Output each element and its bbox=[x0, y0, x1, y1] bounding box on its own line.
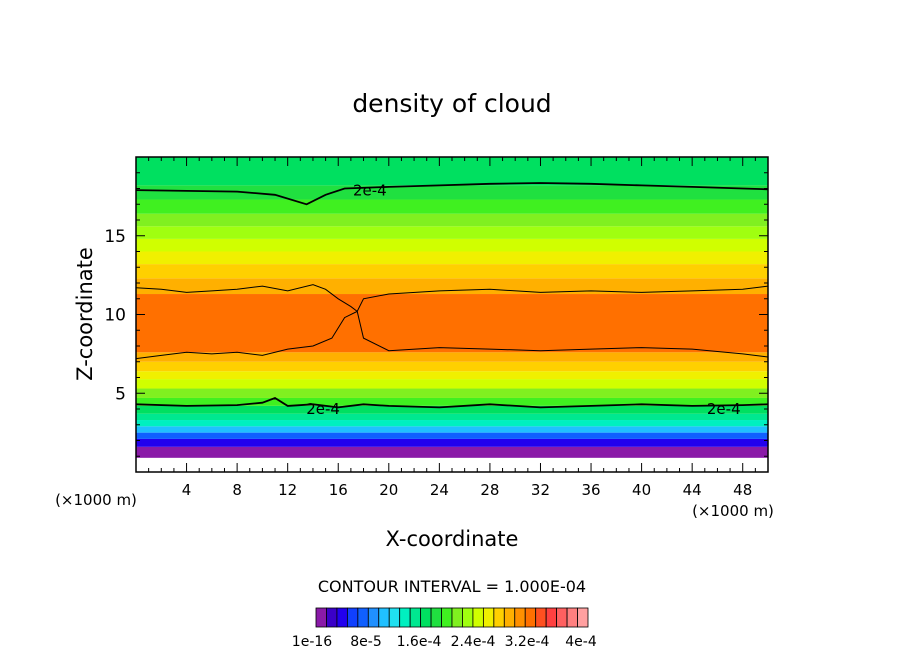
contour-lines bbox=[135, 182, 769, 409]
colorbar-swatch-23 bbox=[556, 607, 568, 628]
colorbar-labels: 1e-16 8e-5 1.6e-4 2.4e-4 3.2e-4 4e-4 bbox=[292, 634, 597, 650]
heatmap-band-13 bbox=[136, 352, 768, 362]
contour-line-2 bbox=[135, 284, 769, 313]
colorbar-swatch-17 bbox=[493, 607, 505, 628]
colorbar-swatch-11 bbox=[430, 607, 442, 628]
x-tick-label-6: 28 bbox=[480, 481, 499, 499]
colorbar-swatch-19 bbox=[514, 607, 526, 628]
colorbar-swatch-9 bbox=[409, 607, 422, 628]
x-tick-label-5: 24 bbox=[430, 481, 449, 499]
x-tick-label-10: 44 bbox=[683, 481, 702, 499]
x-unit-label-left: (×1000 m) bbox=[55, 491, 137, 509]
x-tick-label-7: 32 bbox=[531, 481, 550, 499]
x-axis-label: X-coordinate bbox=[386, 527, 519, 551]
contour-interval-label: CONTOUR INTERVAL = 1.000E-04 bbox=[318, 577, 586, 596]
heatmap-band-15 bbox=[136, 278, 768, 295]
heatmap-band-9 bbox=[136, 388, 768, 398]
contour-line-3 bbox=[135, 310, 769, 360]
colorbar-swatch-10 bbox=[420, 607, 432, 628]
colorbar-swatch-0 bbox=[315, 607, 327, 628]
heatmap-band-4 bbox=[136, 426, 768, 433]
colorbar-label-1: 8e-5 bbox=[350, 634, 381, 650]
colorbar-label-2: 1.6e-4 bbox=[397, 634, 442, 650]
heatmap-band-2 bbox=[136, 438, 768, 447]
x-axis-ticks: 4 8 12 16 20 24 28 32 36 40 44 48 bbox=[148, 157, 756, 499]
heatmap-band-0 bbox=[136, 457, 768, 472]
contour-label-2: 2e-4 bbox=[707, 400, 741, 418]
x-tick-label-4: 20 bbox=[379, 481, 398, 499]
heatmap-band-17 bbox=[136, 251, 768, 265]
y-tick-label-2: 15 bbox=[104, 227, 126, 247]
heatmap-band-3 bbox=[136, 432, 768, 439]
colorbar-swatch-4 bbox=[357, 607, 369, 628]
heatmap-band-12 bbox=[136, 361, 768, 372]
heatmap-band-21 bbox=[136, 199, 768, 214]
y-tick-label-1: 10 bbox=[104, 306, 126, 326]
colorbar-swatch-3 bbox=[346, 607, 359, 628]
x-tick-label-8: 36 bbox=[581, 481, 600, 499]
heatmap-band-14 bbox=[136, 294, 768, 353]
heatmap-band-18 bbox=[136, 238, 768, 252]
colorbar-swatch-12 bbox=[441, 607, 453, 628]
colorbar-swatch-8 bbox=[399, 607, 411, 628]
heatmap-band-16 bbox=[136, 264, 768, 279]
heatmap-band-6 bbox=[136, 413, 768, 421]
plot-area bbox=[136, 157, 768, 472]
heatmap-band-23 bbox=[136, 157, 768, 186]
chart-title: density of cloud bbox=[352, 89, 551, 118]
colorbar-swatch-25 bbox=[577, 607, 589, 628]
colorbar-swatch-1 bbox=[326, 607, 338, 628]
x-tick-label-1: 8 bbox=[232, 481, 242, 499]
heatmap-band-19 bbox=[136, 226, 768, 239]
heatmap-band-10 bbox=[136, 379, 768, 389]
x-tick-label-0: 4 bbox=[182, 481, 192, 499]
colorbar-swatch-24 bbox=[566, 607, 578, 628]
colorbar-swatch-14 bbox=[462, 607, 474, 628]
colorbar bbox=[315, 607, 589, 628]
heatmap-band-1 bbox=[136, 446, 768, 458]
colorbar-label-4: 3.2e-4 bbox=[505, 634, 550, 650]
colorbar-swatch-5 bbox=[367, 607, 380, 628]
colorbar-swatch-7 bbox=[388, 607, 401, 628]
contour-label-1: 2e-4 bbox=[306, 400, 340, 418]
colorbar-swatch-13 bbox=[451, 607, 463, 628]
x-tick-label-3: 16 bbox=[329, 481, 348, 499]
y-tick-label-0: 5 bbox=[115, 384, 126, 404]
contour-labels: 2e-4 2e-4 2e-4 bbox=[306, 182, 741, 418]
colorbar-swatch-22 bbox=[545, 607, 558, 628]
colorbar-swatch-20 bbox=[524, 607, 537, 628]
contour-line-1 bbox=[135, 397, 769, 409]
x-tick-label-2: 12 bbox=[278, 481, 297, 499]
y-axis-label: Z-coordinate bbox=[73, 247, 97, 381]
colorbar-label-0: 1e-16 bbox=[292, 634, 332, 650]
heatmap-band-7 bbox=[136, 405, 768, 414]
heatmap-band-22 bbox=[136, 185, 768, 200]
colorbar-swatch-2 bbox=[336, 607, 348, 628]
y-axis-ticks: 5 10 15 bbox=[104, 172, 768, 457]
colorbar-label-3: 2.4e-4 bbox=[451, 634, 496, 650]
contour-label-0: 2e-4 bbox=[353, 182, 387, 200]
colorbar-label-5: 4e-4 bbox=[565, 634, 597, 650]
x-tick-label-9: 40 bbox=[632, 481, 651, 499]
heatmap-band-11 bbox=[136, 371, 768, 380]
colorbar-swatch-6 bbox=[378, 607, 390, 628]
x-tick-label-11: 48 bbox=[733, 481, 752, 499]
x-unit-label-right: (×1000 m) bbox=[692, 502, 774, 520]
heatmap-band-8 bbox=[136, 397, 768, 406]
contour-line-0 bbox=[135, 182, 769, 206]
colorbar-swatch-21 bbox=[535, 607, 547, 628]
heatmap-band-5 bbox=[136, 420, 768, 427]
colorbar-swatch-18 bbox=[503, 607, 516, 628]
heatmap-band-20 bbox=[136, 213, 768, 227]
colorbar-swatch-15 bbox=[472, 607, 484, 628]
colorbar-swatch-16 bbox=[482, 607, 495, 628]
